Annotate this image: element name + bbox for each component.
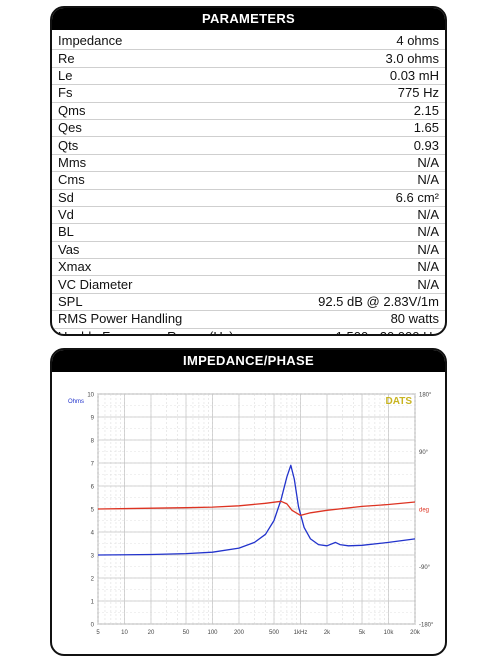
parameter-label: BL [52, 223, 283, 242]
parameter-value: 1,500 - 20,000 Hz [282, 328, 445, 334]
parameter-value: N/A [282, 154, 445, 173]
x-tick-label: 20k [410, 630, 421, 636]
parameter-value: 3.0 ohms [282, 49, 445, 68]
y-tick-label: 0 [91, 623, 95, 629]
parameter-row: RMS Power Handling 80 watts [52, 310, 445, 329]
parameter-row: Le 0.03 mH [52, 67, 445, 86]
parameter-value: 2.15 [282, 102, 445, 120]
parameter-value: 1.65 [282, 119, 445, 138]
parameter-row: Xmax N/A [52, 258, 445, 277]
parameter-value: 92.5 dB @ 2.83V/1m [282, 293, 445, 312]
parameter-row: SPL 92.5 dB @ 2.83V/1m [52, 293, 445, 312]
parameter-label: Qms [52, 102, 283, 120]
parameter-row: Vas N/A [52, 241, 445, 260]
x-tick-label: 50 [183, 630, 190, 636]
parameter-label: Usable Frequency Range (Hz) [52, 328, 282, 334]
x-tick-label: 500 [269, 630, 280, 636]
parameter-row: Cms N/A [52, 171, 445, 190]
y-tick-label: 8 [91, 439, 95, 445]
parameter-row: Qts 0.93 [52, 136, 445, 155]
parameter-row: Sd 6.6 cm² [52, 189, 445, 207]
parameter-value: N/A [282, 171, 445, 190]
y2-tick-label: -180° [419, 623, 434, 629]
parameter-value: N/A [282, 275, 445, 294]
y-tick-label: 7 [91, 462, 95, 468]
parameter-label: Mms [52, 154, 283, 173]
y-tick-label: 5 [91, 508, 95, 514]
parameter-label: Xmax [52, 258, 283, 277]
parameter-value: N/A [282, 258, 445, 277]
parameter-label: Le [52, 67, 283, 86]
dats-logo: DATS [386, 396, 413, 407]
parameters-panel: PARAMETERS Impedance 4 ohms Re 3.0 ohms Le 0.… [50, 6, 447, 336]
parameter-label: Vd [52, 206, 283, 225]
parameter-value: 0.03 mH [282, 67, 445, 86]
parameter-label: VC Diameter [52, 275, 283, 294]
impedance-phase-chart: 0 1 2 3 4 5 6 7 8 9 10 180° 90° -90° -180° 5 10 20 50 100 20… [68, 393, 434, 637]
x-tick-label: 200 [234, 630, 245, 636]
y-tick-label: 9 [91, 416, 95, 422]
y-tick-label: 6 [91, 485, 95, 491]
x-tick-label: 5k [359, 630, 366, 636]
parameter-row: Vd N/A [52, 206, 445, 225]
parameter-label: Impedance [52, 33, 283, 51]
parameter-label: Qes [52, 119, 283, 138]
x-tick-label: 2k [324, 630, 331, 636]
x-tick-label: 20 [148, 630, 155, 636]
parameter-value: N/A [282, 241, 445, 260]
parameters-title: PARAMETERS [52, 8, 445, 30]
parameter-label: SPL [52, 293, 283, 312]
parameter-label: Re [52, 49, 283, 68]
left-axis-label: Ohms [68, 399, 84, 405]
x-tick-label: 10k [384, 630, 395, 636]
parameter-label: Cms [52, 171, 283, 190]
x-tick-label: 100 [207, 630, 218, 636]
parameter-row: Usable Frequency Range (Hz)1,500 - 20,00… [52, 328, 445, 334]
parameter-value: 0.93 [282, 136, 445, 155]
y-tick-label: 3 [91, 554, 95, 560]
y-tick-label: 2 [91, 577, 95, 583]
parameters-table: Impedance 4 ohms Re 3.0 ohms Le 0.03 mH Fs 775 … [52, 33, 445, 334]
parameter-value: 775 Hz [282, 84, 445, 103]
parameter-value: 80 watts [282, 310, 445, 329]
parameter-row: Fs 775 Hz [52, 84, 445, 103]
parameter-value: 6.6 cm² [282, 189, 445, 207]
y-tick-label: 10 [87, 393, 94, 399]
parameter-row: VC Diameter N/A [52, 275, 445, 294]
parameter-row: Re 3.0 ohms [52, 49, 445, 68]
y2-tick-label: 180° [419, 393, 432, 399]
parameter-row: Qes 1.65 [52, 119, 445, 138]
right-axis-label: deg [419, 508, 429, 514]
y2-tick-label: -90° [419, 565, 431, 571]
parameter-label: Sd [52, 189, 283, 207]
parameter-row: BL N/A [52, 223, 445, 242]
impedance-curve [97, 464, 416, 556]
x-tick-label: 10 [121, 630, 128, 636]
parameter-label: Qts [52, 136, 283, 155]
parameter-value: 4 ohms [282, 33, 445, 51]
impedance-phase-panel: IMPEDANCE/PHASE 0 1 2 3 4 5 6 7 8 9 10 180° 90° -90° -… [50, 348, 447, 656]
x-tick-label: 5 [96, 630, 100, 636]
parameter-row: Qms 2.15 [52, 102, 445, 120]
parameter-label: RMS Power Handling [52, 310, 283, 329]
parameter-label: Fs [52, 84, 283, 103]
parameter-value: N/A [282, 206, 445, 225]
impedance-phase-title: IMPEDANCE/PHASE [52, 350, 445, 372]
parameter-row: Impedance 4 ohms [52, 33, 445, 51]
parameter-label: Vas [52, 241, 283, 260]
parameter-row: Mms N/A [52, 154, 445, 173]
x-tick-label: 1kHz [294, 630, 308, 636]
y2-tick-label: 90° [419, 450, 429, 456]
y-tick-label: 4 [91, 531, 95, 537]
y-tick-label: 1 [91, 600, 95, 606]
parameter-value: N/A [282, 223, 445, 242]
phase-curve [97, 500, 416, 517]
